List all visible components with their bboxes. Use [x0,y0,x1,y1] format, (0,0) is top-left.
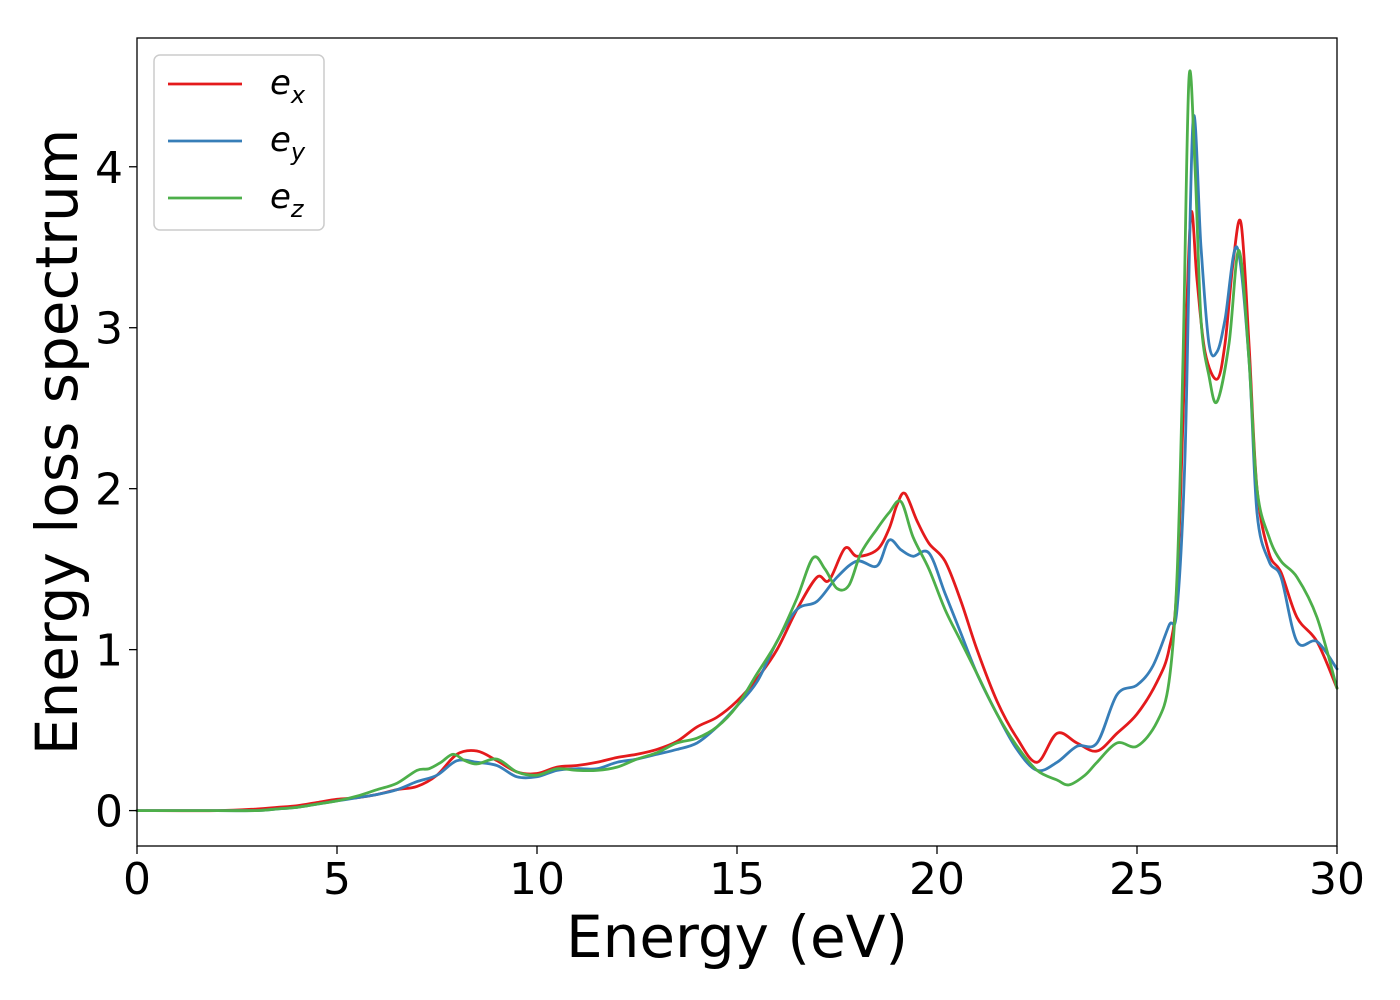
x-tick-label: 15 [709,854,765,905]
plot-background [137,38,1337,846]
x-axis-title: Energy (eV) [566,903,908,971]
series-layer [135,69,1339,813]
x-tick-label: 25 [1109,854,1165,905]
legend-box [153,54,325,231]
x-tick-label: 0 [123,854,151,905]
x-tick-label: 20 [909,854,965,905]
x-tick-label: 5 [323,854,351,905]
y-tick-label: 1 [95,626,123,677]
y-tick-label: 0 [95,787,123,838]
y-tick-label: 3 [95,304,123,355]
series-line-y [135,114,1339,813]
series-line-z [135,69,1339,813]
x-tick-label: 30 [1309,854,1365,905]
x-axis: 0 5 10 15 20 25 30 [123,846,1365,905]
series-line-x [135,210,1339,813]
y-axis: 0 1 2 3 4 [95,143,137,838]
y-tick-label: 4 [95,143,123,194]
x-tick-label: 10 [509,854,565,905]
y-axis-title: Energy loss spectrum [23,129,91,755]
y-tick-label: 2 [95,465,123,516]
